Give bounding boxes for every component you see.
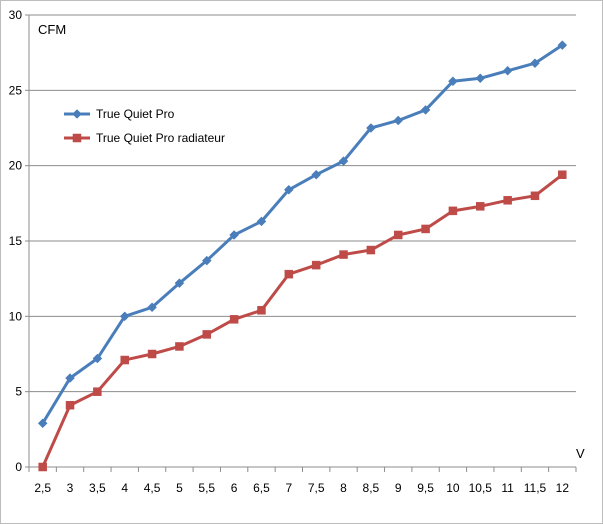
legend: True Quiet Pro True Quiet Pro radiateur xyxy=(64,107,225,145)
data-point xyxy=(147,302,157,313)
series-2 xyxy=(38,170,567,472)
legend-marker xyxy=(72,133,82,143)
x-tick-label: 7 xyxy=(285,481,292,495)
data-point xyxy=(175,342,184,351)
legend-label: True Quiet Pro xyxy=(96,107,175,121)
axes xyxy=(25,14,577,472)
x-tick-label: 6 xyxy=(231,481,238,495)
data-point xyxy=(530,191,540,201)
data-point xyxy=(420,105,431,115)
y-tick-label: 30 xyxy=(9,8,23,22)
data-point xyxy=(421,224,430,234)
y-tick-label: 10 xyxy=(9,309,23,323)
data-point xyxy=(120,355,129,365)
y-tick-label: 25 xyxy=(9,83,23,97)
data-point xyxy=(174,278,185,289)
data-point xyxy=(92,353,103,364)
data-point xyxy=(338,156,349,167)
x-tick-label: 4,5 xyxy=(144,481,161,495)
data-point xyxy=(502,65,513,76)
data-point xyxy=(557,40,568,50)
legend-item-1: True Quiet Pro xyxy=(64,107,175,121)
x-tick-label: 7,5 xyxy=(308,481,325,495)
x-tick-label: 8 xyxy=(340,481,347,495)
x-tick-label: 10 xyxy=(446,481,460,495)
x-tick-label: 12 xyxy=(556,481,570,495)
x-tick-label: 5 xyxy=(176,481,183,495)
x-tick-label: 3,5 xyxy=(89,481,106,495)
x-tick-label: 11,5 xyxy=(524,481,547,495)
data-point xyxy=(339,250,348,259)
data-point xyxy=(229,230,239,240)
data-point xyxy=(65,373,75,383)
y-axis-title: CFM xyxy=(38,22,66,37)
data-point xyxy=(448,206,458,216)
y-tick-label: 5 xyxy=(15,385,22,399)
x-tick-label: 10,5 xyxy=(469,481,493,495)
data-point xyxy=(475,73,486,84)
x-axis-title: V xyxy=(576,446,585,461)
data-point xyxy=(38,462,47,472)
x-tick-label: 5,5 xyxy=(198,481,215,495)
data-point xyxy=(503,196,512,205)
data-point xyxy=(37,418,48,429)
x-tick-label: 8,5 xyxy=(363,481,380,495)
data-point xyxy=(202,330,212,339)
data-point xyxy=(558,170,567,179)
data-point xyxy=(283,184,294,195)
data-point xyxy=(119,311,130,322)
x-tick-label: 6,5 xyxy=(253,481,270,495)
data-point xyxy=(530,58,540,69)
data-point xyxy=(65,400,75,410)
data-point xyxy=(311,260,321,270)
data-point xyxy=(393,230,403,240)
data-point xyxy=(93,387,102,396)
y-tick-labels: 0 5 10 15 20 25 30 xyxy=(9,8,23,474)
y-tick-label: 20 xyxy=(9,159,23,173)
series-1 xyxy=(37,40,568,429)
data-point xyxy=(256,216,267,227)
legend-item-2: True Quiet Pro radiateur xyxy=(64,131,225,145)
series-layer xyxy=(37,40,568,472)
y-tick-label: 15 xyxy=(9,234,23,248)
x-tick-label: 9,5 xyxy=(417,481,434,495)
data-point xyxy=(366,245,376,255)
data-point xyxy=(476,202,485,211)
x-tick-labels: 2,5 3 3,5 4 4,5 5 5,5 6 6,5 7 7,5 8 8,5 9 9,5 10 10,5 11 1… xyxy=(34,481,569,495)
series-line xyxy=(41,43,564,425)
y-tick-label: 0 xyxy=(15,460,22,474)
data-point xyxy=(366,123,376,133)
x-tick-label: 11 xyxy=(501,481,514,495)
x-tick-label: 2,5 xyxy=(34,481,51,495)
data-point xyxy=(257,306,266,315)
x-tick-label: 9 xyxy=(395,481,402,495)
data-point xyxy=(229,315,239,324)
data-point xyxy=(311,169,322,180)
data-point xyxy=(284,269,294,279)
data-point xyxy=(448,76,458,87)
legend-label: True Quiet Pro radiateur xyxy=(96,131,225,145)
data-point xyxy=(147,349,157,359)
data-point xyxy=(201,255,212,266)
x-tick-label: 3 xyxy=(67,481,74,495)
x-tick-label: 4 xyxy=(121,481,128,495)
data-point xyxy=(393,115,404,126)
legend-marker xyxy=(72,109,82,119)
series-line xyxy=(41,173,564,468)
